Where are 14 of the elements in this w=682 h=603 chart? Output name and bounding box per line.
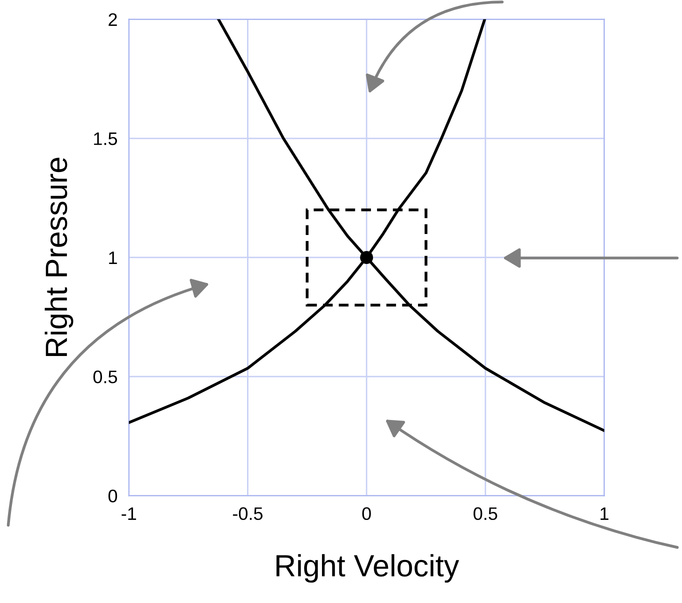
x-tick-label: -0.5 <box>232 507 263 520</box>
x-tick-label: 0.5 <box>474 507 498 520</box>
y-tick-label: 1.5 <box>94 132 118 146</box>
x-tick-label: 0 <box>362 507 371 520</box>
x-axis-title: Right Velocity <box>276 554 460 583</box>
x-tick-label: 1 <box>600 507 608 520</box>
x-tick-label: -1 <box>122 507 136 520</box>
y-axis-title: Right Pressure <box>44 158 74 356</box>
line-series <box>128 19 486 424</box>
y-tick-label: 2 <box>108 13 117 26</box>
y-tick-label: 1 <box>109 252 117 264</box>
line-series <box>217 19 604 432</box>
y-tick-label: 0 <box>108 490 118 502</box>
y-tick-label: 0.5 <box>93 370 118 384</box>
